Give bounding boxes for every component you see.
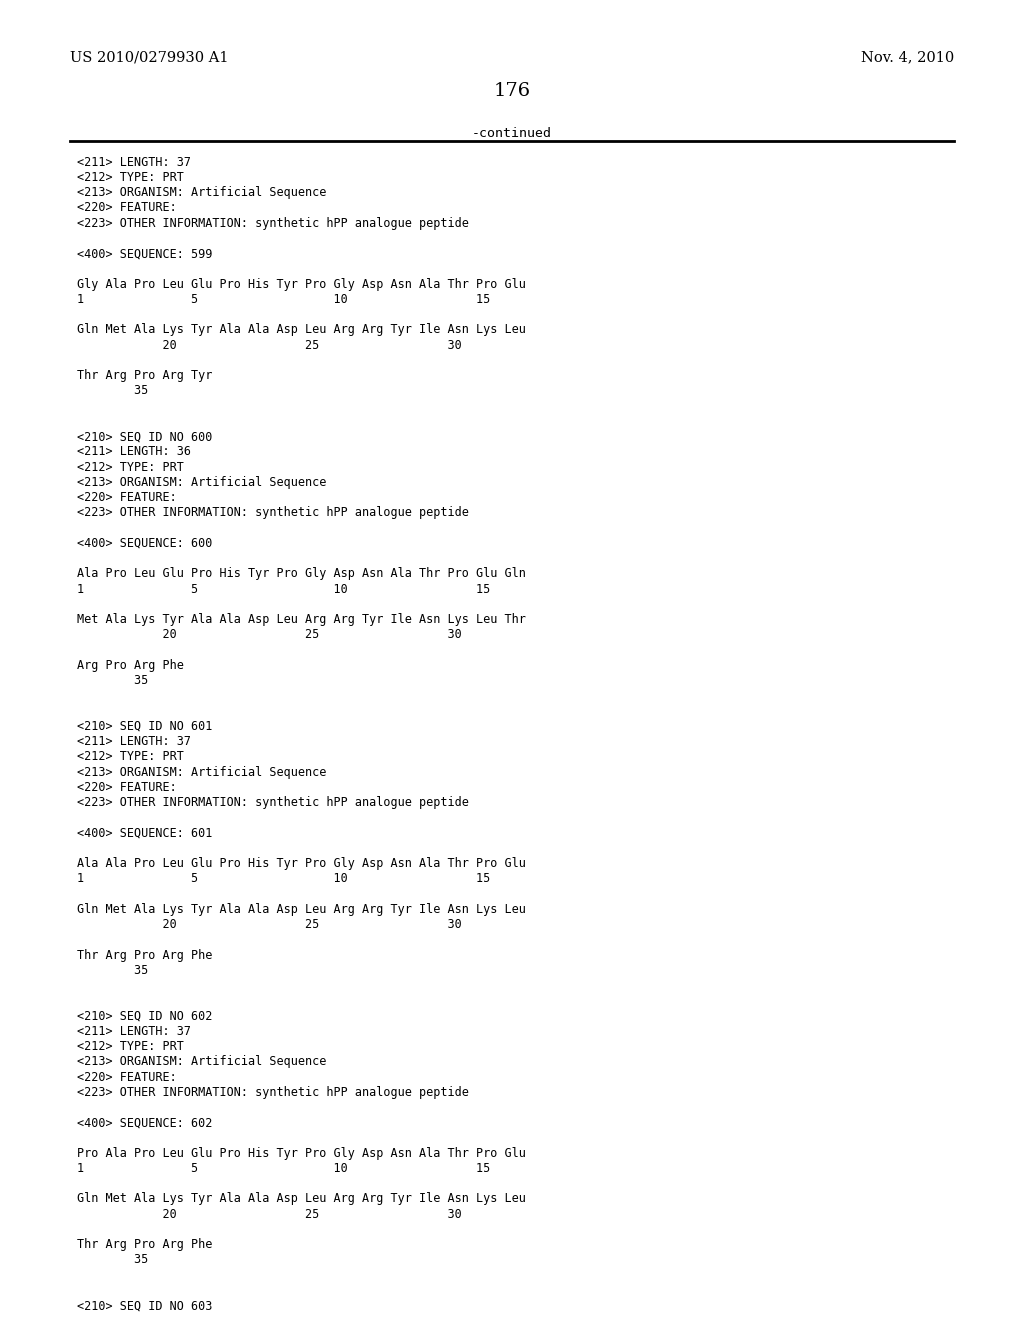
Text: <210> SEQ ID NO 600: <210> SEQ ID NO 600 [77, 430, 212, 444]
Text: <213> ORGANISM: Artificial Sequence: <213> ORGANISM: Artificial Sequence [77, 1055, 327, 1068]
Text: <211> LENGTH: 36: <211> LENGTH: 36 [77, 445, 190, 458]
Text: <223> OTHER INFORMATION: synthetic hPP analogue peptide: <223> OTHER INFORMATION: synthetic hPP a… [77, 507, 469, 519]
Text: <220> FEATURE:: <220> FEATURE: [77, 202, 176, 214]
Text: 35: 35 [77, 1254, 148, 1266]
Text: <211> LENGTH: 37: <211> LENGTH: 37 [77, 1024, 190, 1038]
Text: <210> SEQ ID NO 601: <210> SEQ ID NO 601 [77, 719, 212, 733]
Text: <212> TYPE: PRT: <212> TYPE: PRT [77, 750, 183, 763]
Text: 35: 35 [77, 675, 148, 688]
Text: 1               5                   10                  15: 1 5 10 15 [77, 293, 490, 306]
Text: -continued: -continued [472, 127, 552, 140]
Text: Gly Ala Pro Leu Glu Pro His Tyr Pro Gly Asp Asn Ala Thr Pro Glu: Gly Ala Pro Leu Glu Pro His Tyr Pro Gly … [77, 277, 525, 290]
Text: <220> FEATURE:: <220> FEATURE: [77, 491, 176, 504]
Text: <223> OTHER INFORMATION: synthetic hPP analogue peptide: <223> OTHER INFORMATION: synthetic hPP a… [77, 796, 469, 809]
Text: 35: 35 [77, 384, 148, 397]
Text: <213> ORGANISM: Artificial Sequence: <213> ORGANISM: Artificial Sequence [77, 477, 327, 488]
Text: <210> SEQ ID NO 603: <210> SEQ ID NO 603 [77, 1299, 212, 1312]
Text: 1               5                   10                  15: 1 5 10 15 [77, 1162, 490, 1175]
Text: <223> OTHER INFORMATION: synthetic hPP analogue peptide: <223> OTHER INFORMATION: synthetic hPP a… [77, 1086, 469, 1098]
Text: Thr Arg Pro Arg Tyr: Thr Arg Pro Arg Tyr [77, 370, 212, 383]
Text: Gln Met Ala Lys Tyr Ala Ala Asp Leu Arg Arg Tyr Ile Asn Lys Leu: Gln Met Ala Lys Tyr Ala Ala Asp Leu Arg … [77, 903, 525, 916]
Text: <213> ORGANISM: Artificial Sequence: <213> ORGANISM: Artificial Sequence [77, 186, 327, 199]
Text: Gln Met Ala Lys Tyr Ala Ala Asp Leu Arg Arg Tyr Ile Asn Lys Leu: Gln Met Ala Lys Tyr Ala Ala Asp Leu Arg … [77, 1192, 525, 1205]
Text: 176: 176 [494, 82, 530, 100]
Text: Thr Arg Pro Arg Phe: Thr Arg Pro Arg Phe [77, 1238, 212, 1251]
Text: US 2010/0279930 A1: US 2010/0279930 A1 [70, 50, 228, 65]
Text: <212> TYPE: PRT: <212> TYPE: PRT [77, 172, 183, 183]
Text: 20                  25                  30: 20 25 30 [77, 1208, 462, 1221]
Text: <400> SEQUENCE: 602: <400> SEQUENCE: 602 [77, 1117, 212, 1129]
Text: Nov. 4, 2010: Nov. 4, 2010 [861, 50, 954, 65]
Text: Ala Ala Pro Leu Glu Pro His Tyr Pro Gly Asp Asn Ala Thr Pro Glu: Ala Ala Pro Leu Glu Pro His Tyr Pro Gly … [77, 857, 525, 870]
Text: <210> SEQ ID NO 602: <210> SEQ ID NO 602 [77, 1010, 212, 1023]
Text: <400> SEQUENCE: 599: <400> SEQUENCE: 599 [77, 247, 212, 260]
Text: 20                  25                  30: 20 25 30 [77, 628, 462, 642]
Text: 35: 35 [77, 964, 148, 977]
Text: 20                  25                  30: 20 25 30 [77, 919, 462, 931]
Text: Pro Ala Pro Leu Glu Pro His Tyr Pro Gly Asp Asn Ala Thr Pro Glu: Pro Ala Pro Leu Glu Pro His Tyr Pro Gly … [77, 1147, 525, 1160]
Text: <212> TYPE: PRT: <212> TYPE: PRT [77, 461, 183, 474]
Text: 20                  25                  30: 20 25 30 [77, 339, 462, 351]
Text: Arg Pro Arg Phe: Arg Pro Arg Phe [77, 659, 183, 672]
Text: <220> FEATURE:: <220> FEATURE: [77, 781, 176, 793]
Text: Gln Met Ala Lys Tyr Ala Ala Asp Leu Arg Arg Tyr Ile Asn Lys Leu: Gln Met Ala Lys Tyr Ala Ala Asp Leu Arg … [77, 323, 525, 337]
Text: <212> TYPE: PRT: <212> TYPE: PRT [77, 1040, 183, 1053]
Text: <220> FEATURE:: <220> FEATURE: [77, 1071, 176, 1084]
Text: Thr Arg Pro Arg Phe: Thr Arg Pro Arg Phe [77, 949, 212, 961]
Text: <400> SEQUENCE: 600: <400> SEQUENCE: 600 [77, 537, 212, 550]
Text: 1               5                   10                  15: 1 5 10 15 [77, 873, 490, 886]
Text: <223> OTHER INFORMATION: synthetic hPP analogue peptide: <223> OTHER INFORMATION: synthetic hPP a… [77, 216, 469, 230]
Text: Met Ala Lys Tyr Ala Ala Asp Leu Arg Arg Tyr Ile Asn Lys Leu Thr: Met Ala Lys Tyr Ala Ala Asp Leu Arg Arg … [77, 612, 525, 626]
Text: <211> LENGTH: 37: <211> LENGTH: 37 [77, 735, 190, 748]
Text: 1               5                   10                  15: 1 5 10 15 [77, 582, 490, 595]
Text: <400> SEQUENCE: 601: <400> SEQUENCE: 601 [77, 826, 212, 840]
Text: <213> ORGANISM: Artificial Sequence: <213> ORGANISM: Artificial Sequence [77, 766, 327, 779]
Text: Ala Pro Leu Glu Pro His Tyr Pro Gly Asp Asn Ala Thr Pro Glu Gln: Ala Pro Leu Glu Pro His Tyr Pro Gly Asp … [77, 568, 525, 581]
Text: <211> LENGTH: 37: <211> LENGTH: 37 [77, 156, 190, 169]
